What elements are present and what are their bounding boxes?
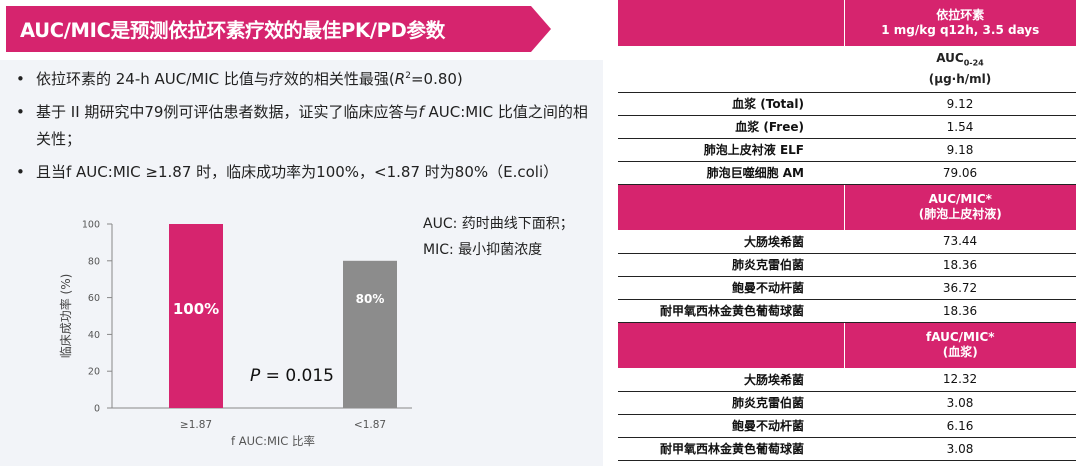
section-1-value-0: 9.12 xyxy=(844,92,1076,116)
table-header-2-line1: AUC/MIC* xyxy=(928,192,992,207)
bar-chart: 0 20 40 60 80 100 临床成功率 (%) 100% ≥1.87 80% <1.87 f … xyxy=(58,220,412,448)
bullet-1-r: R xyxy=(394,70,406,88)
section-2-label-2: 鲍曼不动杆菌 xyxy=(618,276,844,300)
section-1-row-3: 肺泡巨噬细胞 AM 79.06 xyxy=(618,161,1076,185)
section-1-row-1: 血浆 (Free) 1.54 xyxy=(618,115,1076,139)
section-2-label-3: 耐甲氧西林金黄色葡萄球菌 xyxy=(618,299,844,323)
section-3-label-2: 鲍曼不动杆菌 xyxy=(618,414,844,438)
y-tick-label: 100 xyxy=(82,220,100,231)
section-1-label-0: 血浆 (Total) xyxy=(618,92,844,116)
bar xyxy=(169,224,223,408)
table-header-1-line1: 依拉环素 xyxy=(936,8,985,22)
bullet-2-text-post: AUC:MIC 比值之间的相关性； xyxy=(36,103,588,148)
legend-note: AUC: 药时曲线下面积； MIC: 最小抑菌浓度 xyxy=(423,211,574,263)
section-1-label-1: 血浆 (Free) xyxy=(618,115,844,139)
table-header-3-line2: (血浆) xyxy=(942,345,978,360)
bullet-1-text-post: =0.80) xyxy=(410,70,463,88)
x-tick-label: ≥1.87 xyxy=(180,419,212,431)
table-header-1-cell: 依拉环素 1 mg/kg q12h, 3.5 days xyxy=(843,0,1076,46)
y-axis-label: 临床成功率 (%) xyxy=(58,274,73,359)
bar xyxy=(343,260,397,408)
p-value-label: P xyxy=(250,366,261,386)
table-header-3-line1: fAUC/MIC* xyxy=(925,330,995,345)
section-3-value-1: 3.08 xyxy=(844,391,1076,415)
table-header-2-cell: AUC/MIC* (肺泡上皮衬液) xyxy=(843,184,1076,230)
table-header-2-line2: (肺泡上皮衬液) xyxy=(918,207,1002,222)
table-subheader-1-blank xyxy=(618,46,844,93)
pk-table: 依拉环素 1 mg/kg q12h, 3.5 days AUC0-24 (μg·… xyxy=(618,0,1076,461)
bullet-1-text-pre: 依拉环素的 24-h AUC/MIC 比值与疗效的相关性最强( xyxy=(36,70,395,88)
x-tick-label: <1.87 xyxy=(354,419,386,431)
section-2-value-0: 73.44 xyxy=(844,230,1076,254)
section-3-value-3: 3.08 xyxy=(844,437,1076,461)
section-3-value-2: 6.16 xyxy=(844,414,1076,438)
y-tick-label: 20 xyxy=(88,367,100,378)
section-2-value-3: 18.36 xyxy=(844,299,1076,323)
bullet-2-f: f xyxy=(418,103,424,121)
y-tick-label: 0 xyxy=(94,404,100,415)
section-3-row-1: 肺炎克雷伯菌 3.08 xyxy=(618,391,1076,415)
section-2-label-1: 肺炎克雷伯菌 xyxy=(618,253,844,277)
section-3-row-2: 鲍曼不动杆菌 6.16 xyxy=(618,414,1076,438)
bullet-3-text: 且当f AUC:MIC ≥1.87 时，临床成功率为100%，<1.87 时为8… xyxy=(36,163,559,181)
section-2-row-3: 耐甲氧西林金黄色葡萄球菌 18.36 xyxy=(618,299,1076,323)
bullet-list: 依拉环素的 24-h AUC/MIC 比值与疗效的相关性最强(R2=0.80) … xyxy=(14,66,599,192)
bar-data-label: 100% xyxy=(173,300,219,318)
section-1-row-0: 血浆 (Total) 9.12 xyxy=(618,92,1076,116)
section-2-value-1: 18.36 xyxy=(844,253,1076,277)
section-3-label-0: 大肠埃希菌 xyxy=(618,368,844,392)
section-1-value-1: 1.54 xyxy=(844,115,1076,139)
p-value-text: = 0.015 xyxy=(260,366,334,386)
bar-data-label: 80% xyxy=(356,292,385,306)
pk-data-table: 依拉环素 1 mg/kg q12h, 3.5 days AUC0-24 (μg·… xyxy=(618,0,1076,461)
section-2-value-2: 36.72 xyxy=(844,276,1076,300)
table-subheader-1-main: AUC xyxy=(936,51,964,66)
table-subheader-1-cell: AUC0-24 (μg·h/ml) xyxy=(844,46,1076,93)
section-2-row-1: 肺炎克雷伯菌 18.36 xyxy=(618,253,1076,277)
section-3-row-3: 耐甲氧西林金黄色葡萄球菌 3.08 xyxy=(618,437,1076,461)
bullet-2: 基于 II 期研究中79例可评估患者数据，证实了临床应答与f AUC:MIC 比… xyxy=(14,99,599,153)
table-header-1-line2: 1 mg/kg q12h, 3.5 days xyxy=(881,23,1040,37)
title-banner: AUC/MIC是预测依拉环素疗效的最佳PK/PD参数 xyxy=(6,6,551,52)
section-3-row-0: 大肠埃希菌 12.32 xyxy=(618,368,1076,392)
y-tick-label: 60 xyxy=(88,293,100,304)
table-header-2: AUC/MIC* (肺泡上皮衬液) xyxy=(618,184,1076,230)
table-header-3-blank xyxy=(618,322,844,368)
page-title: AUC/MIC是预测依拉环素疗效的最佳PK/PD参数 xyxy=(20,19,445,42)
section-2-label-0: 大肠埃希菌 xyxy=(618,230,844,254)
y-tick-label: 80 xyxy=(88,256,100,267)
title-banner-shape xyxy=(6,6,551,52)
bullet-1: 依拉环素的 24-h AUC/MIC 比值与疗效的相关性最强(R2=0.80) xyxy=(14,66,599,93)
section-1-row-2: 肺泡上皮衬液 ELF 9.18 xyxy=(618,138,1076,162)
p-value-annotation: P = 0.015 xyxy=(250,366,334,386)
table-subheader-1-auc: AUC0-24 xyxy=(848,50,1072,71)
legend-note-mic: MIC: 最小抑菌浓度 xyxy=(423,242,543,258)
section-1-label-2: 肺泡上皮衬液 ELF xyxy=(618,138,844,162)
section-3-value-0: 12.32 xyxy=(844,368,1076,392)
legend-note-auc: AUC: 药时曲线下面积； xyxy=(423,216,574,232)
section-3-label-3: 耐甲氧西林金黄色葡萄球菌 xyxy=(618,437,844,461)
table-header-3-cell: fAUC/MIC* (血浆) xyxy=(843,322,1076,368)
y-tick-label: 40 xyxy=(88,330,100,341)
table-subheader-1-unit: (μg·h/ml) xyxy=(928,72,992,87)
left-panel: AUC/MIC是预测依拉环素疗效的最佳PK/PD参数 依拉环素的 24-h AU… xyxy=(0,0,603,466)
pk-table-body: 依拉环素 1 mg/kg q12h, 3.5 days AUC0-24 (μg·… xyxy=(618,0,1076,461)
section-1-value-3: 79.06 xyxy=(844,161,1076,185)
x-axis-label: f AUC:MIC 比率 xyxy=(231,434,315,448)
table-header-1-blank xyxy=(618,0,844,46)
table-header-2-blank xyxy=(618,184,844,230)
bullet-2-text-pre: 基于 II 期研究中79例可评估患者数据，证实了临床应答与 xyxy=(36,103,419,121)
table-subheader-1: AUC0-24 (μg·h/ml) xyxy=(618,46,1076,93)
section-1-value-2: 9.18 xyxy=(844,138,1076,162)
section-2-row-0: 大肠埃希菌 73.44 xyxy=(618,230,1076,254)
bullet-1-sup: 2 xyxy=(405,71,411,81)
section-1-label-3: 肺泡巨噬细胞 AM xyxy=(618,161,844,185)
bullet-3: 且当f AUC:MIC ≥1.87 时，临床成功率为100%，<1.87 时为8… xyxy=(14,159,599,186)
section-3-label-1: 肺炎克雷伯菌 xyxy=(618,391,844,415)
table-header-3: fAUC/MIC* (血浆) xyxy=(618,322,1076,368)
section-2-row-2: 鲍曼不动杆菌 36.72 xyxy=(618,276,1076,300)
table-subheader-1-sub: 0-24 xyxy=(963,58,984,68)
table-header-1: 依拉环素 1 mg/kg q12h, 3.5 days xyxy=(618,0,1076,46)
